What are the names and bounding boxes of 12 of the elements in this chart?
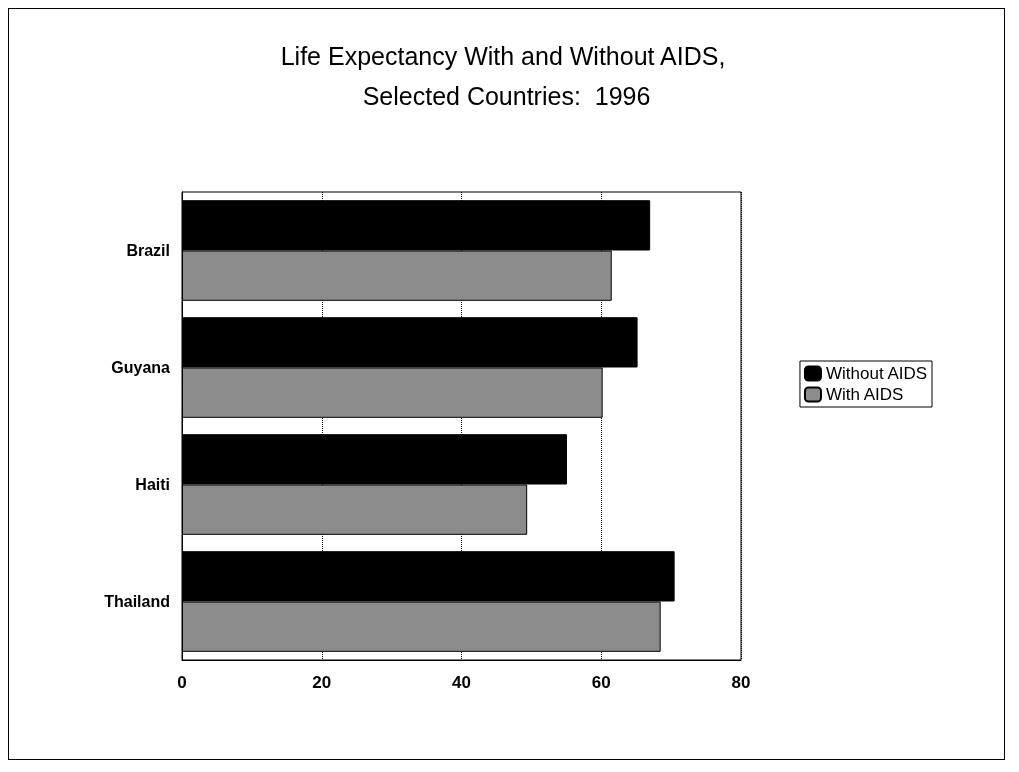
- x-tick-label: 80: [731, 673, 751, 692]
- y-tick-label: Thailand: [104, 593, 170, 610]
- x-tick-label: 20: [312, 673, 332, 692]
- legend-label: With AIDS: [825, 385, 904, 404]
- y-tick-label: Brazil: [126, 242, 170, 259]
- x-tick-label: 60: [591, 673, 611, 692]
- chart-title: Life Expectancy With and Without AIDS, Selected Countries: 1996: [280, 42, 733, 110]
- x-tick-label: 0: [177, 673, 187, 692]
- y-tick-label: Haiti: [135, 476, 170, 493]
- x-tick-label: 40: [452, 673, 471, 692]
- y-tick-label: Guyana: [111, 359, 171, 376]
- legend-label: Without AIDS: [825, 364, 928, 383]
